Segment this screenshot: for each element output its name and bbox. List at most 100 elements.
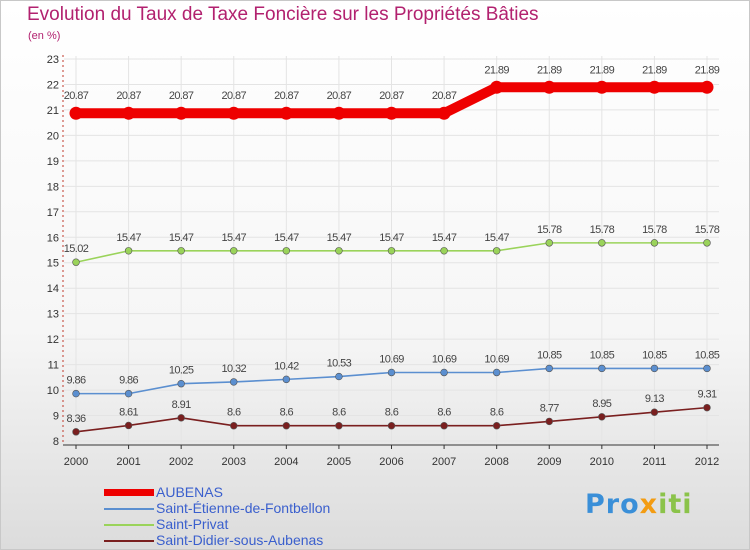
data-point-s0-2004 xyxy=(279,106,293,120)
data-point-s3-2000 xyxy=(72,428,80,436)
data-point-s0-2011 xyxy=(647,80,661,94)
data-label-s0-2010: 21.89 xyxy=(590,64,615,76)
data-label-s2-2001: 15.47 xyxy=(116,232,141,244)
data-label-s2-2011: 15.78 xyxy=(642,224,667,236)
data-label-s2-2012: 15.78 xyxy=(695,224,720,236)
y-tick-label-22: 22 xyxy=(47,79,59,91)
y-tick-label-11: 11 xyxy=(48,360,59,372)
data-label-s0-2002: 20.87 xyxy=(169,90,194,102)
data-label-s2-2009: 15.78 xyxy=(537,224,562,236)
data-point-s0-2009 xyxy=(542,80,556,94)
data-point-s1-2001 xyxy=(124,389,133,398)
legend-swatch-aubenas xyxy=(104,489,154,496)
x-tick-label-2001: 2001 xyxy=(116,456,140,468)
data-point-s3-2012 xyxy=(703,403,711,412)
data-label-s2-2006: 15.47 xyxy=(379,232,404,244)
y-tick-label-17: 17 xyxy=(47,207,59,219)
data-point-s2-2002 xyxy=(177,247,185,255)
data-point-s1-2003 xyxy=(230,378,238,386)
data-point-s1-2006 xyxy=(387,368,396,377)
data-point-s1-2000 xyxy=(72,389,80,398)
x-tick-label-2012: 2012 xyxy=(695,456,719,468)
legend-label-saint-etienne: Saint-Étienne-de-Fontbellon xyxy=(156,500,331,516)
data-label-s0-2011: 21.89 xyxy=(642,64,667,76)
data-label-s0-2004: 20.87 xyxy=(274,90,299,102)
data-label-s1-2008: 10.69 xyxy=(484,353,509,365)
data-label-s3-2002: 8.91 xyxy=(172,399,191,411)
data-point-s0-2010 xyxy=(595,80,609,94)
data-point-s2-2012 xyxy=(703,239,711,247)
data-point-s1-2005 xyxy=(335,372,343,381)
y-tick-label-18: 18 xyxy=(47,181,59,193)
data-point-s3-2005 xyxy=(335,422,343,430)
legend-label-saint-didier: Saint-Didier-sous-Aubenas xyxy=(156,532,324,548)
y-tick-label-10: 10 xyxy=(47,385,59,397)
data-point-s1-2008 xyxy=(492,368,501,377)
data-point-s3-2011 xyxy=(650,408,659,416)
data-point-s0-2002 xyxy=(174,106,188,120)
legend-swatch-saint-didier xyxy=(104,540,154,542)
data-point-s0-2005 xyxy=(332,106,346,120)
y-tick-label-14: 14 xyxy=(47,283,59,295)
unit-label: (en %) xyxy=(28,30,61,42)
x-tick-label-2009: 2009 xyxy=(537,456,561,468)
y-tick-label-15: 15 xyxy=(47,258,59,270)
data-label-s1-2002: 10.25 xyxy=(169,365,194,377)
data-point-s2-2008 xyxy=(492,247,501,255)
data-label-s3-2010: 8.95 xyxy=(592,398,611,410)
data-label-s2-2005: 15.47 xyxy=(327,232,352,244)
data-point-s2-2011 xyxy=(650,239,659,247)
data-label-s0-2012: 21.89 xyxy=(695,64,720,76)
data-label-s3-2003: 8.6 xyxy=(227,407,241,419)
y-tick-label-16: 16 xyxy=(47,232,59,244)
data-label-s0-2007: 20.87 xyxy=(432,90,457,102)
logo-part-2: x xyxy=(639,489,659,520)
data-point-s0-2001 xyxy=(122,106,136,120)
x-tick-label-2005: 2005 xyxy=(327,456,351,468)
x-tick-label-2003: 2003 xyxy=(222,456,246,468)
data-label-s0-2000: 20.87 xyxy=(64,90,89,102)
data-label-s1-2010: 10.85 xyxy=(590,349,615,361)
data-label-s2-2004: 15.47 xyxy=(274,232,299,244)
data-label-s0-2008: 21.89 xyxy=(484,64,509,76)
y-tick-label-12: 12 xyxy=(47,334,59,346)
x-tick-label-2000: 2000 xyxy=(64,456,88,468)
data-label-s3-2001: 8.61 xyxy=(119,406,138,418)
data-label-s1-2007: 10.69 xyxy=(432,353,457,365)
x-tick-label-2004: 2004 xyxy=(274,456,298,468)
data-label-s3-2000: 8.36 xyxy=(66,413,85,425)
data-label-s3-2012: 9.31 xyxy=(697,389,716,401)
data-label-s2-2002: 15.47 xyxy=(169,232,194,244)
data-label-s0-2006: 20.87 xyxy=(379,90,404,102)
legend-label-saint-privat: Saint-Privat xyxy=(156,516,229,532)
data-label-s1-2005: 10.53 xyxy=(327,358,352,370)
data-label-s1-2001: 9.86 xyxy=(119,375,138,387)
chart-title: Evolution du Taux de Taxe Foncière sur l… xyxy=(27,4,539,25)
y-tick-label-20: 20 xyxy=(47,130,59,142)
logo-part-3: iti xyxy=(658,489,693,520)
data-point-s3-2003 xyxy=(230,422,238,430)
data-point-s1-2011 xyxy=(650,364,659,373)
data-point-s3-2004 xyxy=(282,422,291,430)
data-point-s0-2007 xyxy=(437,106,451,120)
data-label-s2-2000: 15.02 xyxy=(64,243,89,255)
proxiti-logo: Proxiti xyxy=(585,489,693,520)
data-point-s3-2002 xyxy=(177,414,185,422)
data-point-s1-2010 xyxy=(598,364,606,373)
data-label-s2-2010: 15.78 xyxy=(590,224,615,236)
data-label-s0-2009: 21.89 xyxy=(537,64,562,76)
data-point-s2-2006 xyxy=(387,247,396,255)
data-point-s3-2001 xyxy=(124,421,133,430)
data-point-s2-2010 xyxy=(598,239,606,247)
data-label-s3-2005: 8.6 xyxy=(332,407,346,419)
y-tick-label-8: 8 xyxy=(53,436,59,448)
data-label-s3-2004: 8.6 xyxy=(280,407,294,419)
y-tick-label-21: 21 xyxy=(47,105,59,117)
legend-label-aubenas: AUBENAS xyxy=(156,484,223,500)
x-tick-label-2002: 2002 xyxy=(169,456,193,468)
data-point-s0-2000 xyxy=(69,106,83,120)
logo-part-1: Pro xyxy=(585,489,640,520)
data-point-s3-2007 xyxy=(440,422,448,430)
